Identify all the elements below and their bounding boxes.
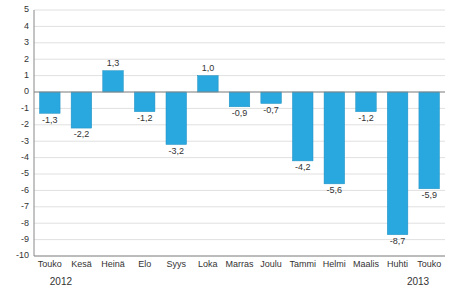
grid-line bbox=[34, 42, 445, 43]
y-tick-label: 3 bbox=[24, 37, 29, 47]
grid-line bbox=[34, 157, 445, 158]
y-tick-label: 0 bbox=[24, 86, 29, 96]
x-tick-label: Huhti bbox=[387, 259, 408, 269]
annotations: 2012 2013 bbox=[50, 276, 430, 287]
grid-line bbox=[34, 92, 445, 93]
y-tick-label: -5 bbox=[21, 168, 29, 178]
bar bbox=[324, 92, 345, 184]
bar bbox=[387, 92, 408, 235]
x-tick-label: Tammi bbox=[289, 259, 316, 269]
x-tick-label: Maalis bbox=[353, 259, 380, 269]
bar bbox=[356, 92, 377, 112]
y-tick-label: 4 bbox=[24, 21, 29, 31]
bar bbox=[103, 71, 124, 92]
data-label: -1,2 bbox=[137, 113, 153, 123]
y-tick-label: -3 bbox=[21, 136, 29, 146]
grid-line bbox=[34, 141, 445, 142]
x-tick-label: Elo bbox=[138, 259, 151, 269]
y-tick-label: -7 bbox=[21, 201, 29, 211]
y-tick-label: 2 bbox=[24, 54, 29, 64]
data-label: -2,2 bbox=[74, 129, 90, 139]
grid-line bbox=[34, 190, 445, 191]
x-tick-label: Loka bbox=[198, 259, 218, 269]
y-tick-label: -9 bbox=[21, 234, 29, 244]
x-tick-label: Touko bbox=[38, 259, 62, 269]
grid-line bbox=[34, 10, 445, 11]
bar bbox=[71, 92, 92, 128]
bar bbox=[166, 92, 187, 144]
data-label: -8,7 bbox=[390, 236, 406, 246]
data-label: -1,3 bbox=[42, 115, 58, 125]
x-tick-label: Kesä bbox=[71, 259, 92, 269]
grid-line bbox=[34, 239, 445, 240]
y-tick-label: -2 bbox=[21, 119, 29, 129]
data-label: -5,6 bbox=[327, 185, 343, 195]
y-tick-label: 5 bbox=[24, 4, 29, 14]
x-tick-label: Touko bbox=[417, 259, 441, 269]
annotation: 2012 bbox=[50, 276, 73, 287]
data-label: 1,0 bbox=[202, 63, 215, 73]
bar bbox=[134, 92, 155, 112]
grid bbox=[34, 10, 445, 256]
grid-line bbox=[34, 256, 445, 257]
grid-line bbox=[34, 124, 445, 125]
y-tick-label: -1 bbox=[21, 103, 29, 113]
y-axis-line bbox=[34, 10, 35, 256]
y-tick-label: -10 bbox=[16, 250, 29, 260]
grid-line bbox=[34, 174, 445, 175]
bar bbox=[229, 92, 250, 107]
bars bbox=[40, 71, 440, 235]
bar bbox=[198, 76, 219, 92]
grid-line bbox=[34, 75, 445, 76]
x-tick-label: Joulu bbox=[260, 259, 282, 269]
x-tick-label: Syys bbox=[167, 259, 187, 269]
grid-line bbox=[34, 26, 445, 27]
bar bbox=[419, 92, 440, 189]
data-label: -0,7 bbox=[263, 105, 279, 115]
grid-line bbox=[34, 223, 445, 224]
data-labels: -1,3 -2,2 1,3 -1,2 -3,2 1,0 -0,9 -0,7 -4,2 -5,6 -1… bbox=[42, 58, 437, 246]
x-tick-label: Heinä bbox=[101, 259, 125, 269]
data-label: -0,9 bbox=[232, 108, 248, 118]
data-label: -3,2 bbox=[169, 146, 185, 156]
x-tick-label: Helmi bbox=[323, 259, 346, 269]
data-label: -1,2 bbox=[358, 113, 374, 123]
y-tick-label: -4 bbox=[21, 152, 29, 162]
data-label: 1,3 bbox=[107, 58, 120, 68]
chart: -10-9-8-7-6-5-4-3-2-1012345-1,3-2,21,3-1… bbox=[0, 0, 453, 302]
y-tick-label: -6 bbox=[21, 185, 29, 195]
y-axis: -10-9-8-7-6-5-4-3-2-1012345 bbox=[16, 4, 29, 260]
annotation: 2013 bbox=[407, 276, 430, 287]
grid-line bbox=[34, 59, 445, 60]
axes bbox=[34, 10, 445, 256]
x-axis: Touko Kesä Heinä Elo Syys Loka Marras Joulu Tamm… bbox=[38, 259, 441, 269]
data-label: -4,2 bbox=[295, 162, 311, 172]
bar bbox=[261, 92, 282, 103]
data-label: -5,9 bbox=[421, 190, 437, 200]
bar bbox=[40, 92, 61, 113]
x-tick-label: Marras bbox=[225, 259, 254, 269]
x-axis-line bbox=[34, 256, 445, 257]
y-tick-label: 1 bbox=[24, 70, 29, 80]
bar bbox=[292, 92, 313, 161]
grid-line bbox=[34, 206, 445, 207]
y-tick-label: -8 bbox=[21, 218, 29, 228]
zero-line bbox=[34, 92, 445, 93]
